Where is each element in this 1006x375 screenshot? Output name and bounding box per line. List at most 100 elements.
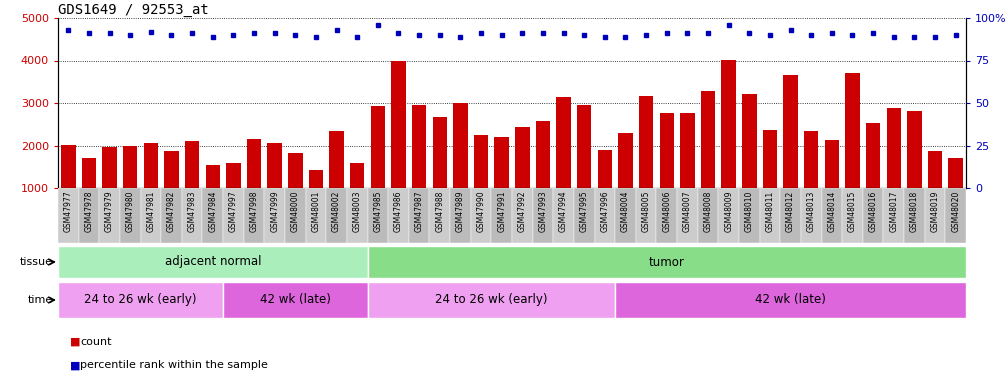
Bar (907, 111, 921, 231)
Text: GSM47982: GSM47982 (167, 191, 176, 232)
Bar (223, 282, 367, 318)
Bar (636, 188, 657, 243)
Text: GSM47996: GSM47996 (601, 191, 610, 232)
Text: GSM47985: GSM47985 (373, 191, 382, 232)
Bar (388, 188, 408, 243)
Bar (367, 282, 616, 318)
Bar (265, 188, 285, 243)
Bar (742, 94, 757, 231)
Bar (61, 145, 75, 231)
Bar (367, 246, 966, 278)
Bar (619, 133, 633, 231)
Text: ■: ■ (70, 360, 80, 370)
Text: GSM47989: GSM47989 (456, 191, 465, 232)
Text: GSM48010: GSM48010 (744, 191, 753, 232)
Bar (781, 188, 801, 243)
Bar (226, 162, 240, 231)
Text: GSM48001: GSM48001 (312, 191, 321, 232)
Text: count: count (80, 337, 112, 347)
Bar (577, 105, 592, 231)
Bar (677, 188, 698, 243)
Bar (367, 188, 388, 243)
Bar (718, 188, 739, 243)
Bar (268, 143, 282, 231)
Text: GSM47994: GSM47994 (559, 191, 568, 232)
Text: 24 to 26 wk (early): 24 to 26 wk (early) (85, 294, 197, 306)
Text: 24 to 26 wk (early): 24 to 26 wk (early) (436, 294, 547, 306)
Bar (58, 282, 223, 318)
Bar (863, 188, 883, 243)
Text: GSM48002: GSM48002 (332, 191, 341, 232)
Text: GSM48009: GSM48009 (724, 191, 733, 232)
Bar (680, 113, 694, 231)
Text: GSM47981: GSM47981 (146, 191, 155, 232)
Bar (243, 188, 265, 243)
Bar (223, 188, 243, 243)
Text: GSM48000: GSM48000 (291, 191, 300, 232)
Bar (58, 188, 78, 243)
Text: GSM47983: GSM47983 (188, 191, 196, 232)
Text: GSM48017: GSM48017 (889, 191, 898, 232)
Bar (698, 188, 718, 243)
Text: 42 wk (late): 42 wk (late) (260, 294, 331, 306)
Bar (657, 188, 677, 243)
Bar (928, 151, 943, 231)
Bar (616, 282, 966, 318)
Bar (616, 188, 636, 243)
Bar (946, 188, 966, 243)
Bar (326, 188, 347, 243)
Bar (450, 188, 471, 243)
Bar (804, 131, 819, 231)
Text: GSM48006: GSM48006 (662, 191, 671, 232)
Bar (822, 188, 842, 243)
Bar (536, 121, 550, 231)
Text: GSM47980: GSM47980 (126, 191, 135, 232)
Text: adjacent normal: adjacent normal (165, 255, 261, 268)
Bar (474, 135, 488, 231)
Text: GSM48019: GSM48019 (931, 191, 940, 232)
Bar (495, 137, 509, 231)
Bar (639, 96, 653, 231)
Text: GSM48018: GSM48018 (909, 191, 918, 232)
Bar (161, 188, 182, 243)
Bar (883, 188, 904, 243)
Bar (182, 188, 202, 243)
Text: GSM47995: GSM47995 (579, 191, 589, 232)
Text: GSM47988: GSM47988 (436, 191, 445, 232)
Text: GSM47986: GSM47986 (394, 191, 403, 232)
Text: tissue: tissue (20, 257, 53, 267)
Bar (660, 113, 674, 231)
Text: GSM48015: GSM48015 (848, 191, 857, 232)
Bar (573, 188, 595, 243)
Bar (595, 188, 616, 243)
Text: time: time (28, 295, 53, 305)
Text: GSM47991: GSM47991 (497, 191, 506, 232)
Bar (329, 131, 344, 231)
Bar (866, 123, 880, 231)
Text: GSM48012: GSM48012 (786, 191, 795, 232)
Bar (78, 188, 100, 243)
Bar (801, 188, 822, 243)
Text: GSM48008: GSM48008 (703, 191, 712, 232)
Text: GSM47987: GSM47987 (414, 191, 424, 232)
Bar (512, 188, 532, 243)
Bar (120, 188, 141, 243)
Bar (309, 170, 323, 231)
Text: GSM48004: GSM48004 (621, 191, 630, 232)
Text: GSM48003: GSM48003 (353, 191, 362, 232)
Bar (598, 150, 612, 231)
Text: GSM48011: GSM48011 (766, 191, 775, 232)
Text: tumor: tumor (649, 255, 685, 268)
Bar (347, 188, 367, 243)
Bar (553, 188, 573, 243)
Text: GSM48016: GSM48016 (868, 191, 877, 232)
Bar (845, 73, 860, 231)
Bar (886, 108, 901, 231)
Bar (925, 188, 946, 243)
Bar (701, 91, 715, 231)
Bar (306, 188, 326, 243)
Bar (205, 165, 220, 231)
Bar (949, 158, 963, 231)
Bar (58, 246, 367, 278)
Bar (763, 130, 778, 231)
